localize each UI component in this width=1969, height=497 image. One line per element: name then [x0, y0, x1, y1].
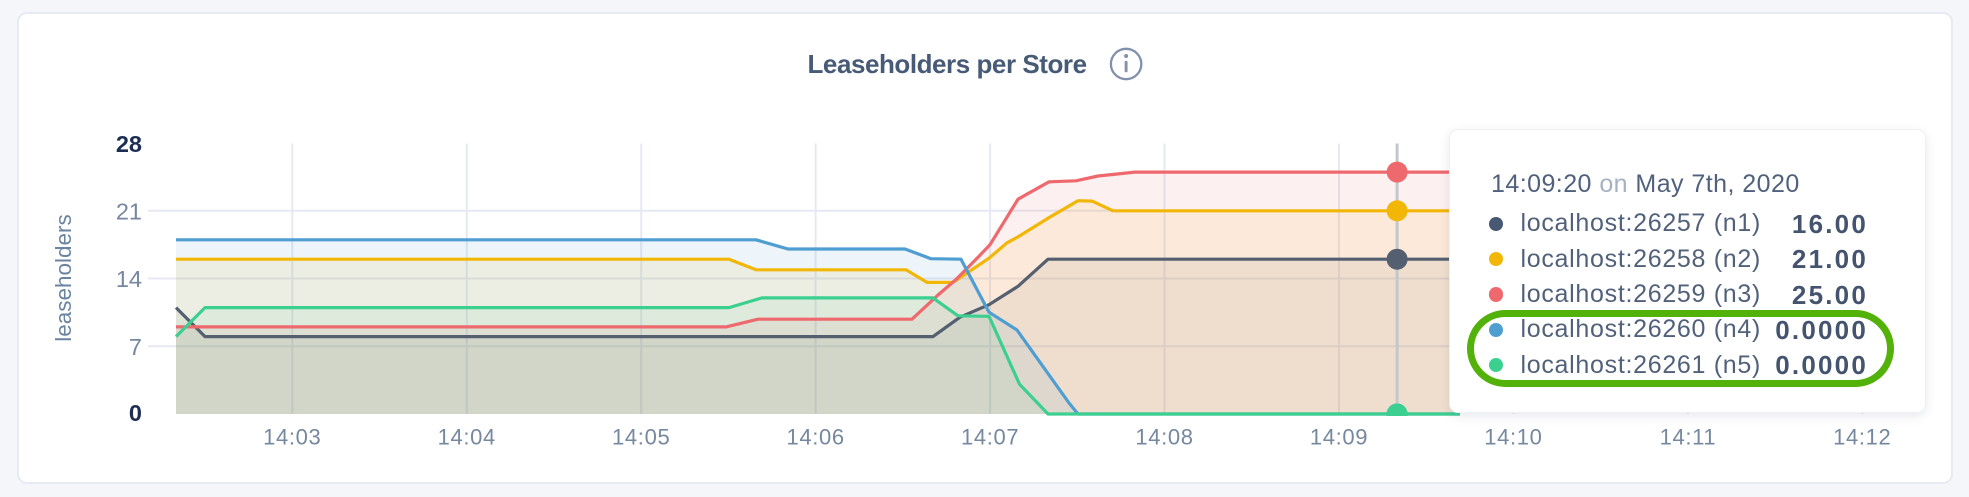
svg-text:28: 28: [116, 131, 142, 157]
svg-text:leaseholders: leaseholders: [51, 214, 76, 342]
svg-text:14: 14: [116, 266, 142, 292]
svg-text:14:07: 14:07: [961, 425, 1019, 450]
svg-text:14:10: 14:10: [1484, 425, 1542, 450]
svg-text:14:09: 14:09: [1310, 425, 1368, 450]
svg-text:14:04: 14:04: [438, 425, 496, 450]
svg-text:7: 7: [129, 334, 142, 360]
svg-text:14:05: 14:05: [612, 425, 670, 450]
svg-text:14:12: 14:12: [1833, 425, 1891, 450]
svg-text:14:03: 14:03: [263, 425, 321, 450]
svg-text:0: 0: [129, 400, 142, 426]
svg-text:14:06: 14:06: [786, 425, 844, 450]
svg-text:14:11: 14:11: [1660, 425, 1717, 450]
svg-text:14:08: 14:08: [1135, 425, 1193, 450]
svg-text:21: 21: [116, 198, 142, 224]
